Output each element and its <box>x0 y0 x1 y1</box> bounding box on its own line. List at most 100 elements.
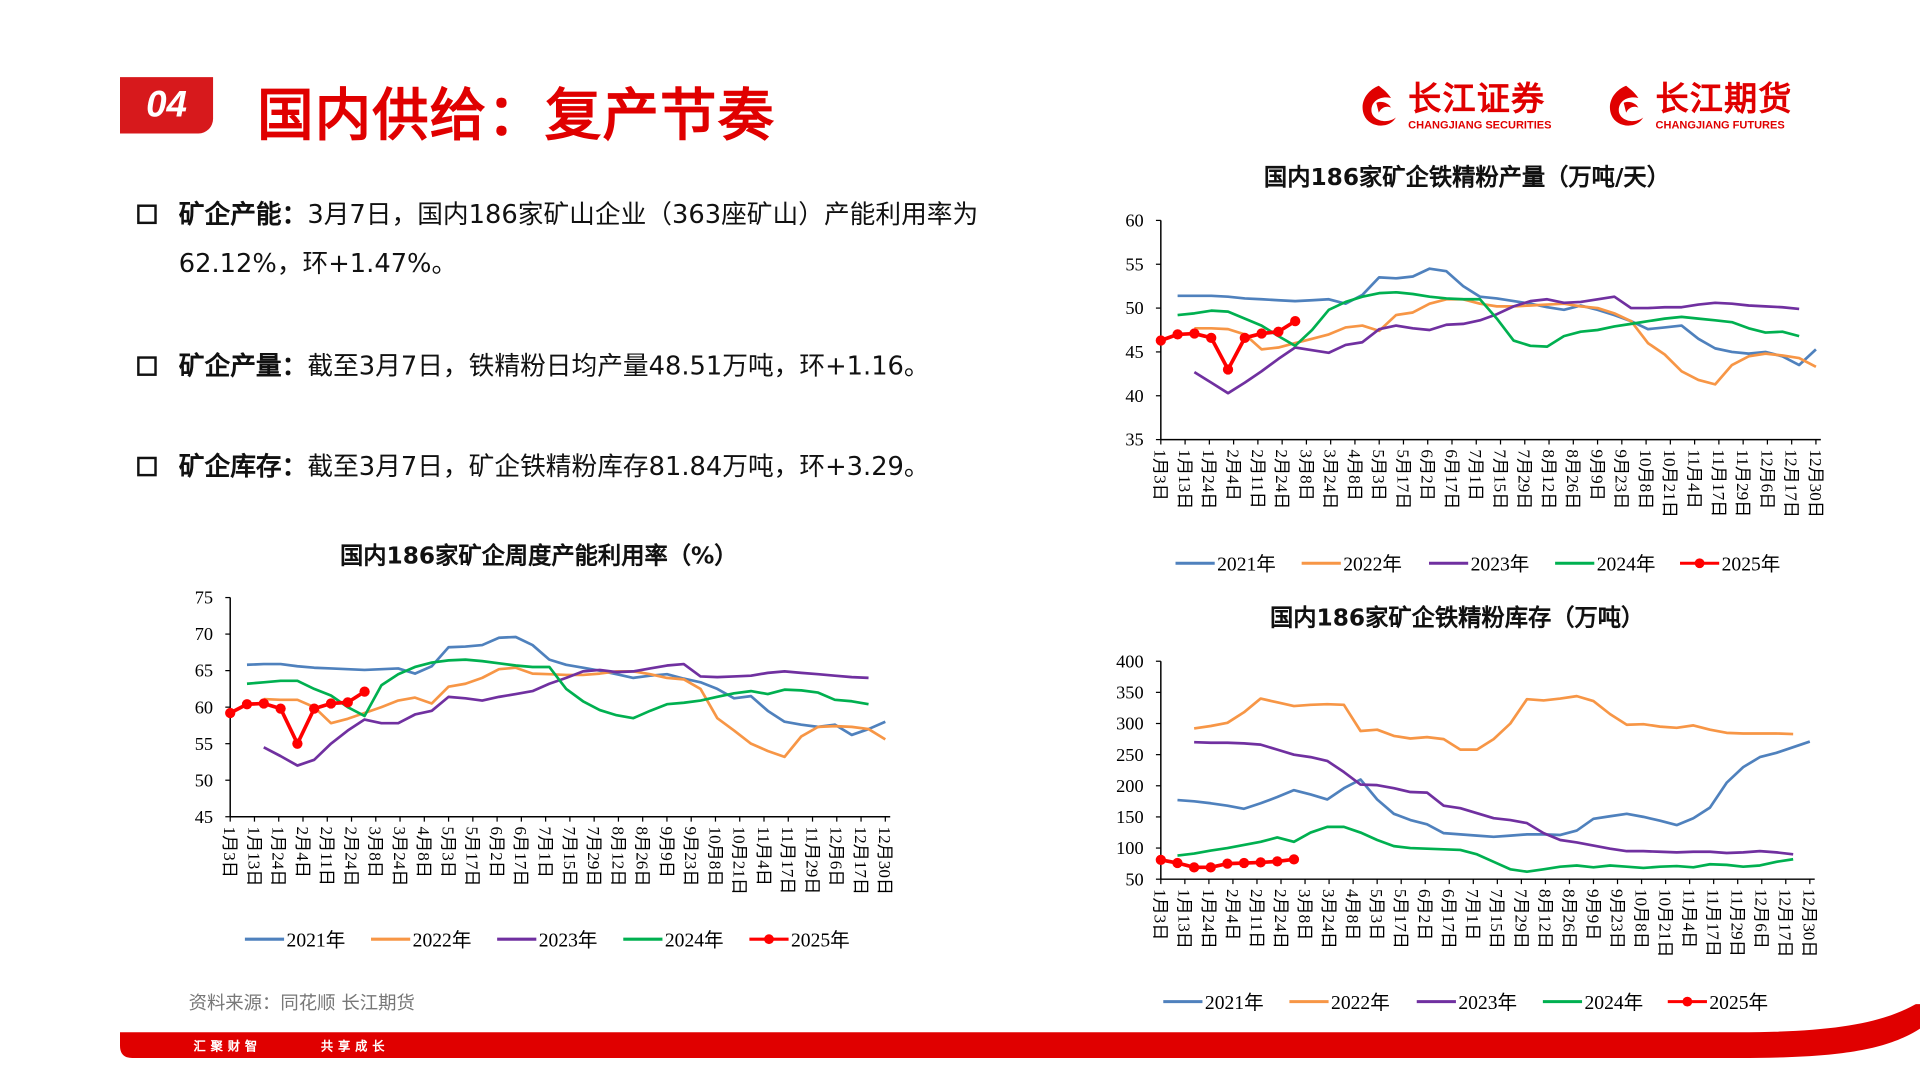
chart-utilization: 45 50 55 60 65 70 75 1月3日 1月13日 1月24日 2月4日 2月11日 2月2… <box>195 588 894 952</box>
x-tick-label: 5月17日 <box>463 827 482 887</box>
x-tick-label: 6月17日 <box>1439 889 1458 949</box>
chart-output: 35 40 45 50 55 60 1月3日 1月13日 1月24日 2月4日 2月11日 2月24日… <box>1125 211 1824 576</box>
series-line-2021年 <box>1177 267 1817 367</box>
legend-label: 2025年 <box>1709 992 1768 1014</box>
legend-label: 2023年 <box>539 930 598 952</box>
bullet-text: 截至3月7日，铁精粉日均产量48.51万吨，环+1.16。 <box>307 351 930 381</box>
data-point <box>1206 332 1217 344</box>
x-tick-label: 8月12日 <box>1535 889 1554 949</box>
phoenix-logo-icon <box>1362 85 1396 126</box>
x-tick-label: 9月23日 <box>1607 889 1626 949</box>
data-point <box>225 707 236 719</box>
y-tick-label: 300 <box>1116 714 1144 734</box>
x-tick-label: 3月24日 <box>390 827 409 887</box>
data-point <box>1255 857 1266 868</box>
data-point <box>359 686 370 697</box>
x-tick-label: 9月9日 <box>1583 889 1602 940</box>
y-tick-label: 60 <box>195 697 213 717</box>
legend-label: 2025年 <box>791 930 850 952</box>
x-tick-label: 8月26日 <box>1559 889 1578 949</box>
x-tick-label: 10月8日 <box>1631 889 1650 949</box>
legend-label: 2023年 <box>1471 554 1530 576</box>
bullet-label: 矿企产能： <box>178 199 308 229</box>
x-tick-label: 2月11日 <box>1248 449 1267 508</box>
x-tick-label: 10月21日 <box>1660 449 1679 518</box>
series-line-2024年 <box>1177 290 1800 349</box>
y-tick-label: 35 <box>1125 430 1143 450</box>
data-point <box>1189 328 1200 339</box>
logo-en: CHANGJIANG FUTURES <box>1655 118 1785 131</box>
x-tick-label: 1月13日 <box>244 827 263 887</box>
y-tick-label: 250 <box>1116 745 1144 765</box>
data-point <box>1155 335 1166 346</box>
series-line-2021年 <box>246 635 886 737</box>
legend-label: 2021年 <box>287 930 346 952</box>
y-tick-label: 150 <box>1116 807 1144 827</box>
x-tick-label: 2月11日 <box>1247 889 1266 948</box>
x-tick-label: 3月8日 <box>366 827 385 878</box>
x-tick-label: 11月4日 <box>754 827 773 886</box>
data-point <box>325 698 337 709</box>
x-tick-label: 4月8日 <box>1343 889 1362 940</box>
x-tick-label: 1月3日 <box>1151 449 1170 500</box>
square-bullet-icon <box>137 456 157 477</box>
chart-inventory: 50 100 150 200 250 300 350 400 1月3日 1月13日 1月24日 2月4… <box>1116 651 1819 1014</box>
square-bullet-icon <box>137 356 157 376</box>
y-tick-label: 55 <box>1125 254 1143 274</box>
x-tick-label: 9月23日 <box>681 827 700 887</box>
data-point <box>1256 328 1267 339</box>
data-point <box>292 738 303 749</box>
x-tick-label: 8月12日 <box>1539 449 1558 509</box>
series-line-2023年 <box>1193 295 1800 395</box>
x-tick-label: 1月24日 <box>269 827 288 887</box>
data-point <box>309 703 320 714</box>
y-tick-label: 200 <box>1116 776 1144 796</box>
footer-banner <box>120 1004 1920 1058</box>
y-tick-label: 350 <box>1116 682 1144 702</box>
y-tick-label: 40 <box>1125 386 1143 406</box>
x-tick-label: 7月15日 <box>1490 449 1509 509</box>
x-tick-label: 3月8日 <box>1295 889 1314 940</box>
x-tick-label: 11月4日 <box>1680 889 1699 948</box>
x-tick-label: 2月4日 <box>1223 889 1242 940</box>
legend-label: 2022年 <box>1331 992 1390 1014</box>
y-tick-label: 50 <box>195 770 213 790</box>
y-tick-label: 65 <box>195 661 213 681</box>
logo-changjiang-securities: 长江证券 CHANGJIANG SECURITIES <box>1354 78 1551 134</box>
x-tick-label: 11月17日 <box>1704 889 1723 957</box>
x-tick-label: 12月6日 <box>1752 889 1771 949</box>
logo-cn: 长江期货 <box>1655 80 1793 119</box>
series-line-2024年 <box>1177 825 1794 874</box>
x-tick-label: 7月29日 <box>1511 889 1530 949</box>
chart-title-output: 国内186家矿企铁精粉产量（万吨/天） <box>1263 164 1670 192</box>
legend-marker <box>764 934 774 945</box>
data-point <box>1290 316 1301 327</box>
data-point <box>1239 332 1250 344</box>
x-tick-label: 9月9日 <box>657 827 676 878</box>
logo-changjiang-futures: 长江期货 CHANGJIANG FUTURES <box>1602 78 1793 134</box>
x-tick-label: 2月11日 <box>317 827 336 886</box>
x-tick-label: 5月17日 <box>1391 889 1410 949</box>
y-tick-label: 45 <box>1125 342 1143 362</box>
x-tick-label: 7月15日 <box>1487 889 1506 949</box>
x-tick-label: 8月26日 <box>1563 449 1582 509</box>
bullet-output: 矿企产量：截至3月7日，铁精粉日均产量48.51万吨，环+1.16。 <box>137 342 1080 391</box>
series-line-2023年 <box>1194 740 1794 856</box>
x-tick-label: 7月29日 <box>584 827 603 887</box>
x-tick-label: 10月8日 <box>705 827 724 887</box>
y-tick-label: 70 <box>195 624 213 644</box>
section-badge: 04 <box>120 77 214 134</box>
y-tick-label: 50 <box>1125 869 1143 889</box>
logo-cn: 长江证券 <box>1408 80 1546 119</box>
page-title: 国内供给：复产节奏 <box>257 82 776 149</box>
x-tick-label: 11月4日 <box>1684 449 1703 508</box>
x-tick-label: 2月4日 <box>293 827 312 878</box>
series-line-2023年 <box>263 662 869 767</box>
legend-label: 2021年 <box>1217 554 1276 576</box>
footer-slogan-left: 汇聚财智 <box>193 1040 263 1055</box>
y-tick-label: 400 <box>1116 651 1144 671</box>
legend-label: 2022年 <box>413 930 472 952</box>
data-point <box>1272 856 1283 867</box>
x-tick-label: 2月24日 <box>341 827 360 887</box>
